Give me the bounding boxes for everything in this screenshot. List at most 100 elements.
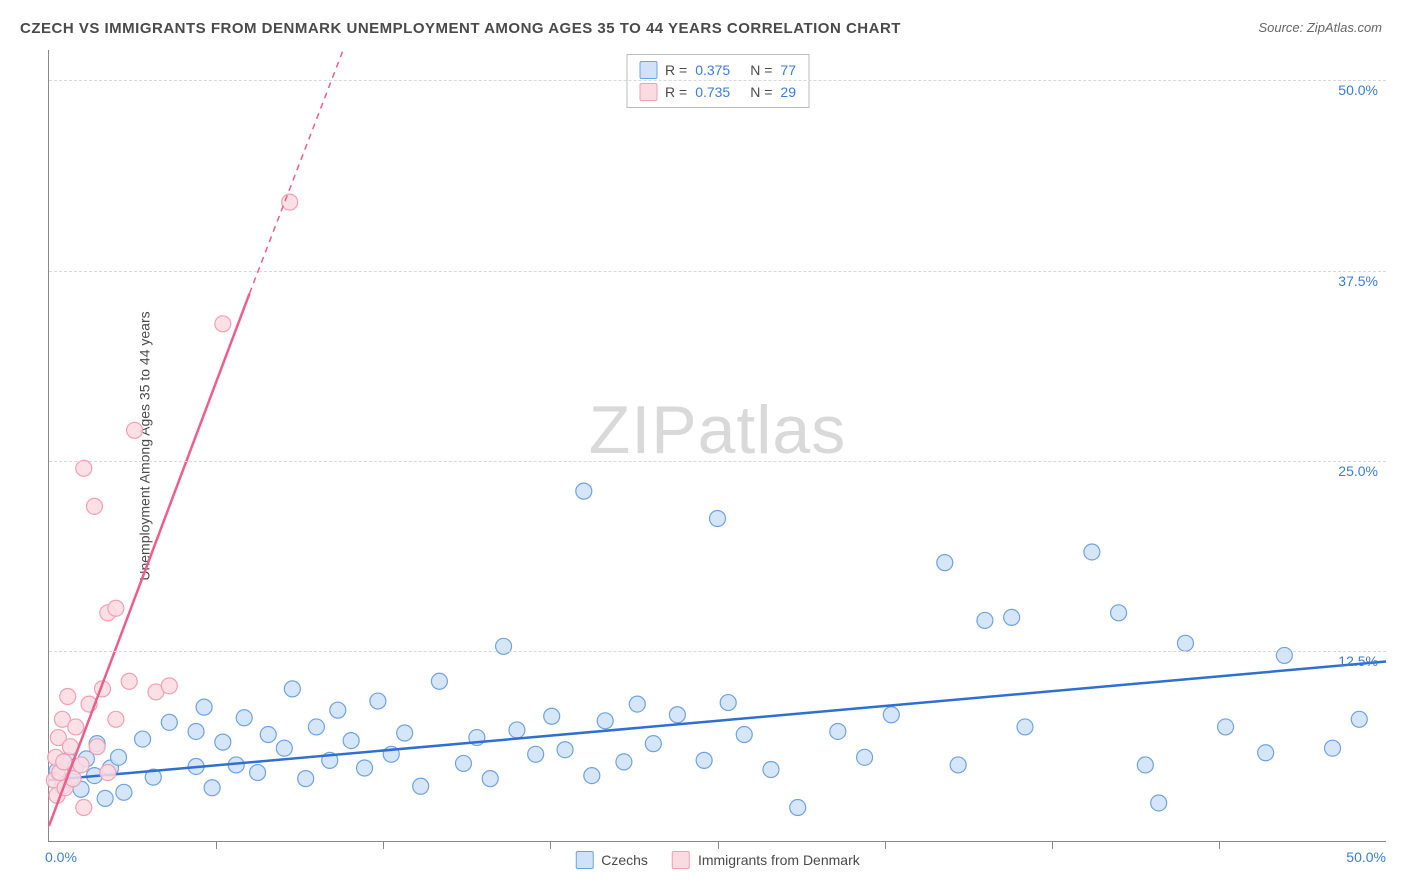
data-point (250, 765, 266, 781)
data-point (950, 757, 966, 773)
data-point (161, 678, 177, 694)
data-point (196, 699, 212, 715)
x-tick (1052, 841, 1053, 849)
data-point (108, 600, 124, 616)
data-point (97, 790, 113, 806)
data-point (188, 723, 204, 739)
data-point (260, 727, 276, 743)
data-point (161, 714, 177, 730)
legend-swatch (575, 851, 593, 869)
legend-r-value: 0.735 (695, 84, 730, 100)
data-point (616, 754, 632, 770)
data-point (121, 673, 137, 689)
data-point (56, 754, 72, 770)
data-point (1137, 757, 1153, 773)
legend-swatch (672, 851, 690, 869)
legend-series-item: Immigrants from Denmark (672, 851, 860, 869)
plot-area: ZIPatlas R =0.375N =77R =0.735N =29 0.0%… (48, 50, 1386, 842)
data-point (763, 762, 779, 778)
x-axis-label-min: 0.0% (45, 849, 77, 865)
data-point (89, 739, 105, 755)
data-point (790, 800, 806, 816)
data-point (86, 498, 102, 514)
source-attribution: Source: ZipAtlas.com (1258, 20, 1382, 35)
data-point (977, 612, 993, 628)
data-point (830, 723, 846, 739)
data-point (308, 719, 324, 735)
x-tick (718, 841, 719, 849)
data-point (584, 768, 600, 784)
data-point (276, 740, 292, 756)
data-point (282, 194, 298, 210)
data-point (76, 460, 92, 476)
data-point (215, 316, 231, 332)
legend-n-value: 29 (780, 84, 796, 100)
gridline (49, 271, 1386, 272)
data-point (60, 688, 76, 704)
data-point (1351, 711, 1367, 727)
data-point (1004, 609, 1020, 625)
data-point (669, 707, 685, 723)
x-tick (885, 841, 886, 849)
legend-r-label: R = (665, 62, 687, 78)
data-point (629, 696, 645, 712)
legend-n-label: N = (750, 84, 772, 100)
legend-swatch (639, 83, 657, 101)
legend-correlation-row: R =0.735N =29 (639, 81, 796, 103)
data-point (215, 734, 231, 750)
legend-correlation-row: R =0.375N =77 (639, 59, 796, 81)
data-point (236, 710, 252, 726)
y-tick-label: 12.5% (1338, 653, 1378, 669)
data-point (1258, 745, 1274, 761)
data-point (455, 755, 471, 771)
chart-svg (49, 50, 1386, 841)
legend-series-item: Czechs (575, 851, 648, 869)
y-tick-label: 25.0% (1338, 463, 1378, 479)
y-tick-label: 50.0% (1338, 82, 1378, 98)
data-point (482, 771, 498, 787)
data-point (1177, 635, 1193, 651)
data-point (413, 778, 429, 794)
legend-series-label: Czechs (601, 852, 648, 868)
data-point (937, 555, 953, 571)
data-point (557, 742, 573, 758)
data-point (76, 800, 92, 816)
data-point (127, 422, 143, 438)
data-point (883, 707, 899, 723)
x-tick (216, 841, 217, 849)
x-axis-label-max: 50.0% (1346, 849, 1386, 865)
data-point (298, 771, 314, 787)
data-point (116, 784, 132, 800)
data-point (544, 708, 560, 724)
data-point (736, 727, 752, 743)
data-point (100, 765, 116, 781)
data-point (496, 638, 512, 654)
data-point (696, 752, 712, 768)
data-point (1276, 647, 1292, 663)
data-point (576, 483, 592, 499)
y-tick-label: 37.5% (1338, 273, 1378, 289)
legend-series: Czechs Immigrants from Denmark (575, 851, 860, 869)
data-point (720, 695, 736, 711)
data-point (108, 711, 124, 727)
data-point (1017, 719, 1033, 735)
data-point (857, 749, 873, 765)
data-point (330, 702, 346, 718)
legend-series-label: Immigrants from Denmark (698, 852, 860, 868)
data-point (597, 713, 613, 729)
data-point (1325, 740, 1341, 756)
x-tick (383, 841, 384, 849)
data-point (397, 725, 413, 741)
data-point (204, 780, 220, 796)
x-tick (1219, 841, 1220, 849)
data-point (645, 736, 661, 752)
legend-r-value: 0.375 (695, 62, 730, 78)
legend-swatch (639, 61, 657, 79)
data-point (1111, 605, 1127, 621)
data-point (710, 511, 726, 527)
data-point (135, 731, 151, 747)
trend-line-dashed (250, 50, 344, 293)
data-point (370, 693, 386, 709)
data-point (111, 749, 127, 765)
data-point (284, 681, 300, 697)
